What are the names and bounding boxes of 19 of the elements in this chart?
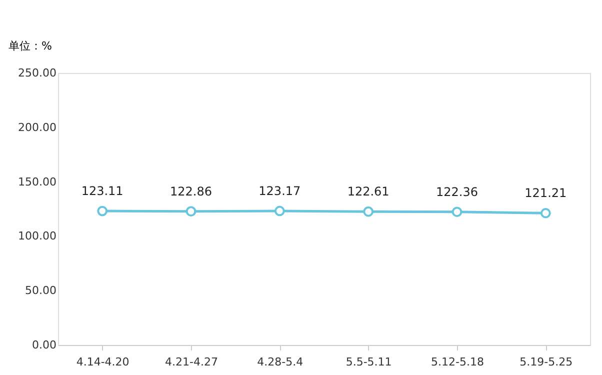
data-label: 122.36 [436,184,478,199]
data-label: 123.17 [258,184,301,198]
y-tick-label: 100.00 [18,230,56,243]
x-tick-label: 5.19-5.25 [520,356,573,368]
data-label: 123.11 [81,184,124,198]
y-tick-label: 150.00 [18,175,56,188]
y-tick-label: 200.00 [18,120,56,134]
x-tick-label: 5.5-5.11 [346,356,392,368]
data-label: 122.61 [347,184,390,199]
data-label: 121.21 [524,186,567,200]
y-tick-label: 50.00 [25,284,56,298]
y-axis-title: 单位：% [8,40,52,52]
y-tick-label: 250.00 [18,66,56,80]
y-tick-label: 0.00 [32,338,56,352]
x-tick-label: 4.14-4.20 [76,356,130,368]
x-tick-label: 5.12-5.18 [431,356,484,368]
x-tick-label: 4.21-4.27 [165,356,218,368]
data-label: 122.86 [170,184,212,198]
x-tick-label: 4.28-5.4 [257,356,304,368]
